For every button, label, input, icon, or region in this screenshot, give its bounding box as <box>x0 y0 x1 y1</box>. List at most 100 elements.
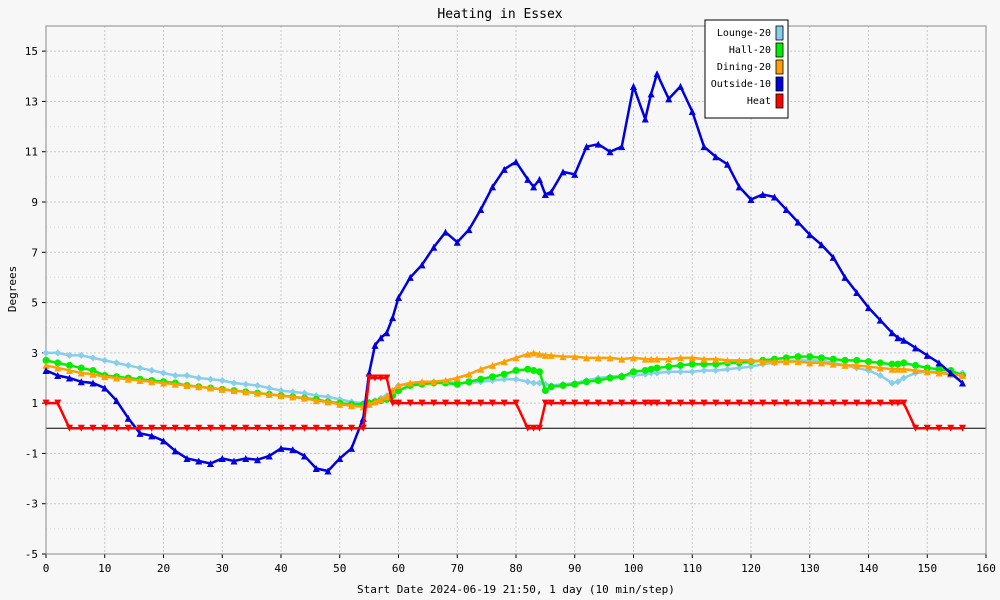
data-point <box>136 429 144 437</box>
data-point <box>653 364 661 372</box>
data-point <box>148 424 156 432</box>
data-point <box>348 444 355 452</box>
data-point <box>113 424 120 432</box>
data-point <box>700 143 708 151</box>
legend-swatch <box>775 59 784 75</box>
data-point <box>559 353 567 361</box>
data-point <box>301 394 308 402</box>
data-point <box>207 384 214 392</box>
data-point <box>101 384 109 392</box>
data-point <box>42 356 50 364</box>
data-point <box>653 70 661 78</box>
data-point <box>512 375 520 383</box>
data-point <box>301 424 308 432</box>
x-tick-label: 90 <box>568 562 581 575</box>
data-point <box>312 397 320 405</box>
y-tick-label: -3 <box>25 498 38 511</box>
series-line-heat <box>46 376 963 430</box>
y-tick-label: 13 <box>25 95 38 108</box>
data-point <box>442 377 449 385</box>
data-point <box>688 399 696 407</box>
data-point <box>348 402 355 410</box>
data-point <box>148 432 156 440</box>
data-point <box>900 374 908 382</box>
y-tick-label: 7 <box>31 246 38 259</box>
data-point <box>395 399 402 407</box>
legend-swatch <box>775 25 784 41</box>
data-point <box>818 241 825 249</box>
data-point <box>923 364 931 372</box>
data-point <box>500 358 508 366</box>
data-point <box>641 355 649 363</box>
data-point <box>618 355 626 363</box>
data-point <box>606 399 614 407</box>
data-point <box>606 374 614 382</box>
data-point <box>77 364 85 372</box>
x-tick-label: 40 <box>274 562 287 575</box>
data-point <box>66 374 73 382</box>
data-point <box>794 353 802 361</box>
data-point <box>465 399 473 407</box>
legend-label: Hall-20 <box>729 45 771 56</box>
data-point <box>653 369 661 377</box>
data-point <box>66 366 73 374</box>
data-point <box>277 424 285 432</box>
data-point <box>530 183 538 191</box>
data-point <box>430 378 438 386</box>
data-point <box>935 369 943 377</box>
data-point <box>160 379 167 387</box>
x-tick-label: 160 <box>976 562 996 575</box>
data-point <box>900 365 908 373</box>
data-point <box>359 424 367 432</box>
data-point <box>959 379 966 387</box>
data-point <box>183 382 191 390</box>
data-point <box>900 399 908 407</box>
data-point <box>500 399 508 407</box>
data-point <box>171 424 179 432</box>
data-point <box>712 355 720 363</box>
x-tick-label: 140 <box>859 562 879 575</box>
legend: Lounge-20 Hall-20 Dining-20 Outside-10 Heat <box>704 19 789 119</box>
data-point <box>541 399 549 407</box>
data-point <box>747 363 755 371</box>
data-point <box>371 398 379 406</box>
data-point <box>912 344 919 352</box>
data-point <box>935 359 943 367</box>
data-point <box>54 364 62 372</box>
data-point <box>547 383 555 391</box>
data-point <box>888 399 896 407</box>
data-point <box>171 371 179 379</box>
data-point <box>265 452 273 460</box>
x-tick-label: 10 <box>98 562 111 575</box>
series-layer <box>42 70 966 475</box>
data-point <box>530 349 538 357</box>
data-point <box>530 379 538 387</box>
data-point <box>818 354 825 362</box>
data-point <box>947 369 955 377</box>
data-point <box>888 379 896 387</box>
data-point <box>42 361 50 369</box>
y-tick-label: 11 <box>25 146 38 159</box>
data-point <box>453 399 461 407</box>
data-point <box>688 354 696 362</box>
data-point <box>195 457 203 465</box>
data-point <box>512 158 520 166</box>
data-point <box>594 399 602 407</box>
data-point <box>583 378 590 386</box>
data-point <box>77 424 85 432</box>
data-point <box>489 183 496 191</box>
data-point <box>477 365 485 373</box>
data-point <box>277 444 285 452</box>
data-point <box>465 226 473 234</box>
data-point <box>935 424 943 432</box>
data-point <box>594 140 602 148</box>
data-point <box>735 183 743 191</box>
x-tick-label: 100 <box>624 562 644 575</box>
plot-frame <box>45 25 987 555</box>
data-point <box>218 424 226 432</box>
data-point <box>312 465 320 473</box>
data-point <box>618 143 626 151</box>
data-point <box>77 369 85 377</box>
data-point <box>894 360 902 368</box>
data-point <box>218 385 226 393</box>
